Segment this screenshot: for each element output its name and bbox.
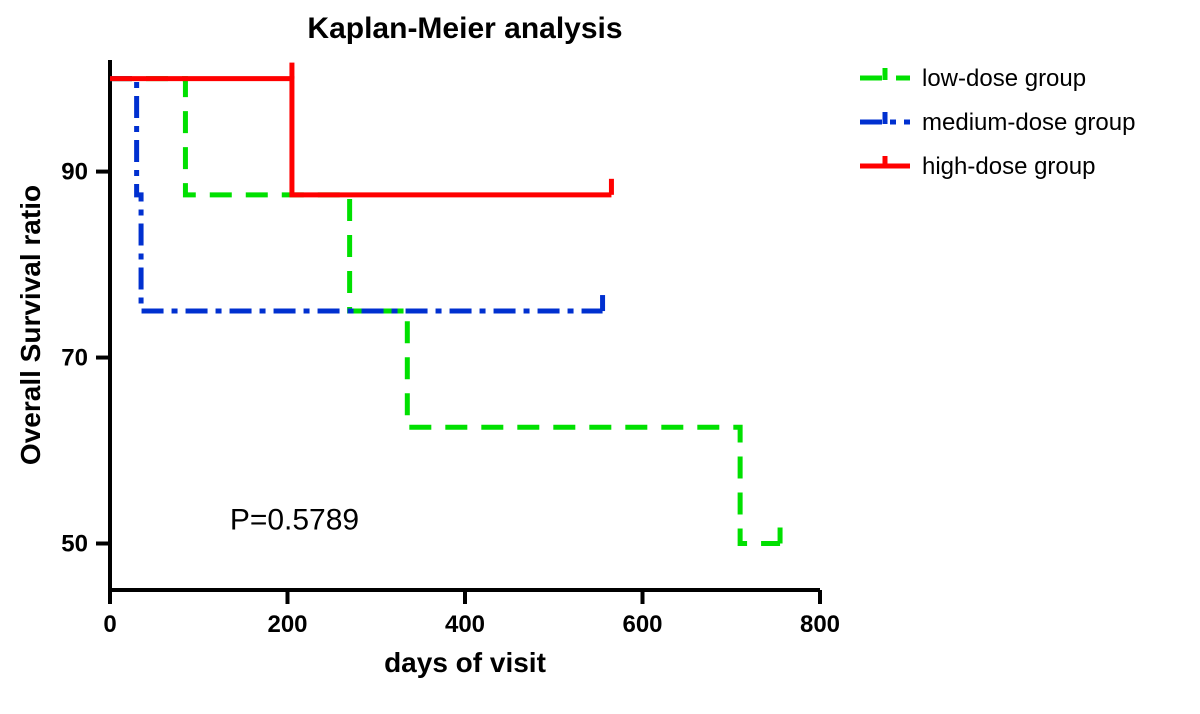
x-tick-label: 400 <box>445 611 485 638</box>
legend-label-2: high-dose group <box>922 153 1095 180</box>
chart-title: Kaplan-Meier analysis <box>307 12 622 45</box>
y-tick-label: 50 <box>61 531 88 558</box>
series-0 <box>110 79 780 544</box>
x-axis-label: days of visit <box>384 647 546 678</box>
x-tick-label: 800 <box>800 611 840 638</box>
y-tick-label: 90 <box>61 159 88 186</box>
legend-label-0: low-dose group <box>922 65 1086 92</box>
x-tick-label: 600 <box>622 611 662 638</box>
y-axis-label: Overall Survival ratio <box>15 185 46 465</box>
axes <box>110 60 820 590</box>
p-value-annotation: P=0.5789 <box>230 504 359 537</box>
x-tick-label: 0 <box>103 611 116 638</box>
x-tick-label: 200 <box>267 611 307 638</box>
km-chart: Kaplan-Meier analysis 0 200 400 600 800 days o… <box>0 0 1200 714</box>
y-tick-label: 70 <box>61 345 88 372</box>
chart-svg: Kaplan-Meier analysis 0 200 400 600 800 days o… <box>0 0 1200 714</box>
legend-label-1: medium-dose group <box>922 109 1135 136</box>
